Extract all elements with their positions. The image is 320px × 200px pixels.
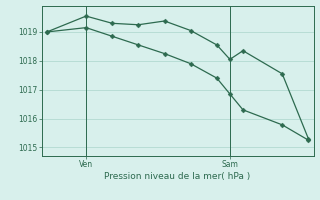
X-axis label: Pression niveau de la mer( hPa ): Pression niveau de la mer( hPa ) (104, 172, 251, 181)
